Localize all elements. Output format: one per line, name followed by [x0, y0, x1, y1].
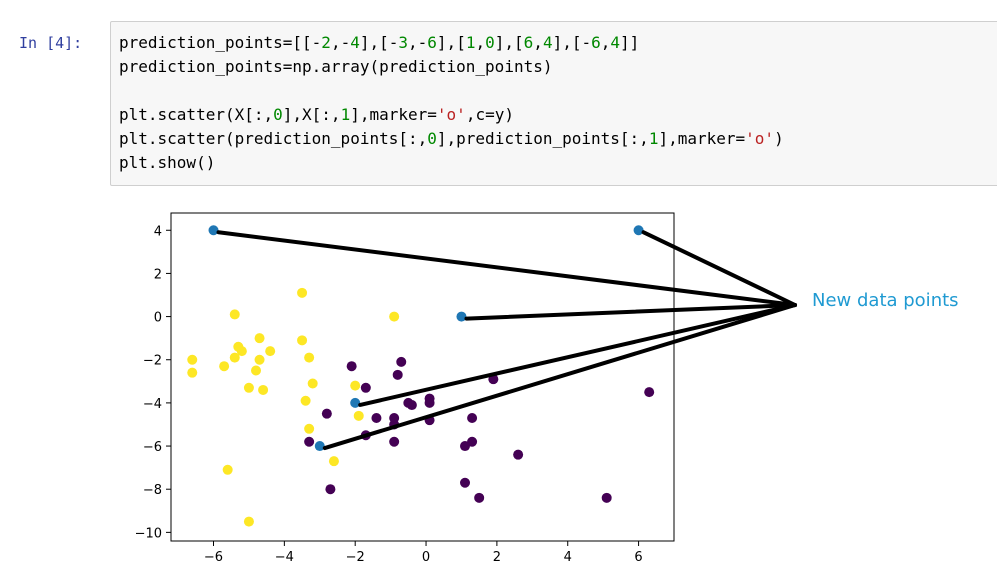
x-tick-label: 2 [493, 550, 501, 565]
data-point [297, 335, 308, 346]
data-point [254, 333, 265, 344]
x-tick-label: −4 [275, 550, 294, 565]
y-tick-label: −8 [143, 483, 162, 498]
data-point [360, 382, 371, 393]
x-tick-label: 4 [564, 550, 572, 565]
cell-prompt: In [4]: [19, 34, 83, 52]
annotation-arrow-line [216, 230, 797, 307]
data-point [304, 423, 315, 434]
data-point [350, 380, 361, 391]
data-point [243, 516, 254, 527]
data-point [424, 397, 435, 408]
code-line: plt.scatter(prediction_points[:,0],predi… [119, 129, 784, 148]
code-cell-input[interactable]: prediction_points=[[-2,-4],[-3,-6],[1,0]… [110, 21, 997, 186]
data-point [328, 456, 339, 467]
y-tick-label: −6 [143, 440, 162, 455]
data-point [208, 225, 219, 236]
data-point [350, 397, 361, 408]
x-tick-label: −2 [346, 550, 365, 565]
data-point [251, 365, 262, 376]
data-point [389, 436, 400, 447]
y-tick-label: −4 [143, 397, 162, 412]
data-point [474, 492, 485, 503]
y-tick-label: −10 [135, 526, 162, 541]
data-point [467, 436, 478, 447]
data-point [389, 413, 400, 423]
data-point [307, 378, 318, 389]
x-tick-label: 6 [634, 550, 642, 565]
y-tick-label: 0 [154, 311, 162, 326]
data-point [258, 384, 269, 395]
data-point [254, 354, 265, 365]
data-point [236, 346, 247, 357]
y-tick-label: 2 [154, 267, 162, 282]
data-point [219, 361, 230, 372]
data-point [222, 464, 233, 475]
data-point [513, 449, 524, 460]
annotation-arrow-line [322, 303, 797, 451]
data-point [304, 352, 315, 363]
x-tick-label: 0 [422, 550, 430, 565]
data-point [389, 311, 400, 322]
data-point [229, 352, 240, 363]
data-point [392, 369, 403, 380]
annotation-arrow-line [464, 303, 797, 321]
x-tick-label: −6 [204, 550, 223, 565]
data-point [304, 436, 315, 447]
data-point [406, 400, 417, 411]
data-point [460, 477, 471, 488]
code-editor[interactable]: prediction_points=[[-2,-4],[-3,-6],[1,0]… [119, 31, 784, 175]
data-point [371, 413, 382, 423]
new-data-points-label: New data points [812, 290, 959, 311]
data-point [314, 441, 325, 452]
code-line: plt.scatter(X[:,0],X[:,1],marker='o',c=y… [119, 105, 514, 124]
y-tick-label: −2 [143, 354, 162, 369]
code-line: prediction_points=np.array(prediction_po… [119, 57, 553, 76]
code-line: prediction_points=[[-2,-4],[-3,-6],[1,0]… [119, 33, 640, 52]
annotation-arrow-line [641, 230, 797, 307]
data-point [396, 356, 407, 367]
data-point [353, 410, 364, 421]
data-point [321, 408, 332, 419]
data-point [601, 492, 612, 503]
code-line: plt.show() [119, 153, 216, 172]
data-point [187, 354, 198, 365]
y-tick-label: 4 [154, 224, 162, 239]
data-point [187, 367, 198, 378]
data-point [633, 225, 644, 236]
data-point [644, 387, 655, 398]
annotation-arrow-line [358, 303, 797, 407]
data-point [297, 287, 308, 298]
data-point [467, 413, 478, 423]
plot-frame [170, 212, 675, 542]
data-point [346, 361, 357, 372]
data-point [265, 346, 276, 357]
data-point [456, 311, 467, 322]
data-point [325, 484, 336, 495]
data-point [300, 395, 311, 406]
data-point [229, 309, 240, 320]
data-point [243, 382, 254, 393]
